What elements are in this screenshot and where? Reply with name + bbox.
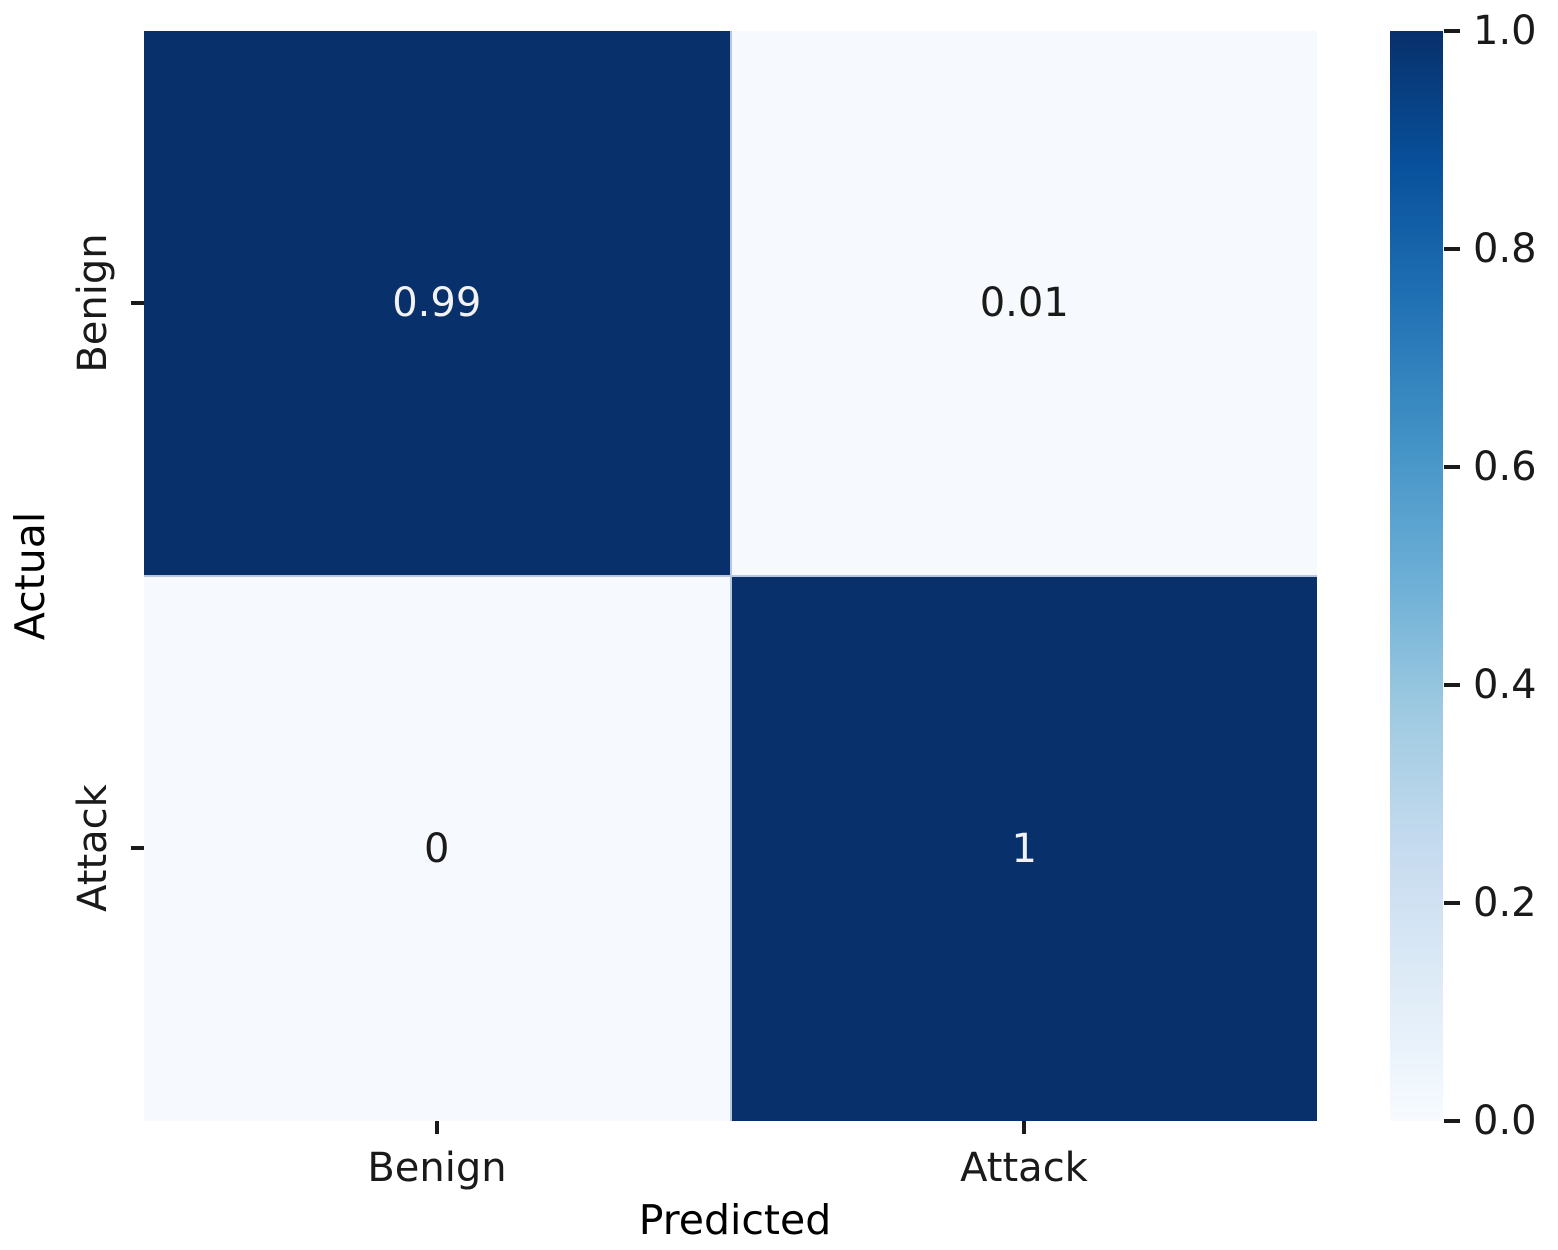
- y-tick-mark: [131, 301, 144, 305]
- y-tick-mark: [131, 846, 144, 850]
- y-tick-label-attack: Attack: [70, 784, 116, 912]
- cell-actual-benign-pred-attack: 0.01: [731, 31, 1317, 575]
- x-tick-mark: [435, 1121, 439, 1134]
- x-axis-title: Predicted: [638, 1196, 832, 1244]
- y-axis-title: Actual: [6, 511, 54, 641]
- y-tick-label-benign: Benign: [70, 233, 116, 373]
- colorbar-tick-label: 0.4: [1473, 662, 1537, 708]
- colorbar-tick-label: 0.6: [1473, 444, 1537, 490]
- colorbar-tick-label: 0.0: [1473, 1098, 1537, 1144]
- colorbar-tick-mark: [1444, 247, 1460, 251]
- colorbar-tick-mark: [1444, 465, 1460, 469]
- colorbar-tick-mark: [1444, 901, 1460, 905]
- colorbar-gradient: [1390, 31, 1443, 1121]
- colorbar-tick-mark: [1444, 683, 1460, 687]
- colorbar-tick-label: 0.8: [1473, 226, 1537, 272]
- x-tick-label-benign: Benign: [367, 1145, 507, 1191]
- colorbar-tick-label: 1.0: [1473, 8, 1537, 54]
- colorbar-tick-label: 0.2: [1473, 880, 1537, 926]
- colorbar-tick-mark: [1444, 1119, 1460, 1123]
- heatmap-grid: 0.99 0.01 0 1: [144, 31, 1317, 1121]
- cell-actual-attack-pred-attack: 1: [731, 577, 1317, 1121]
- cell-actual-attack-pred-benign: 0: [144, 577, 730, 1121]
- x-tick-label-attack: Attack: [960, 1145, 1088, 1191]
- x-tick-mark: [1022, 1121, 1026, 1134]
- colorbar-tick-mark: [1444, 29, 1460, 33]
- cell-actual-benign-pred-benign: 0.99: [144, 31, 730, 575]
